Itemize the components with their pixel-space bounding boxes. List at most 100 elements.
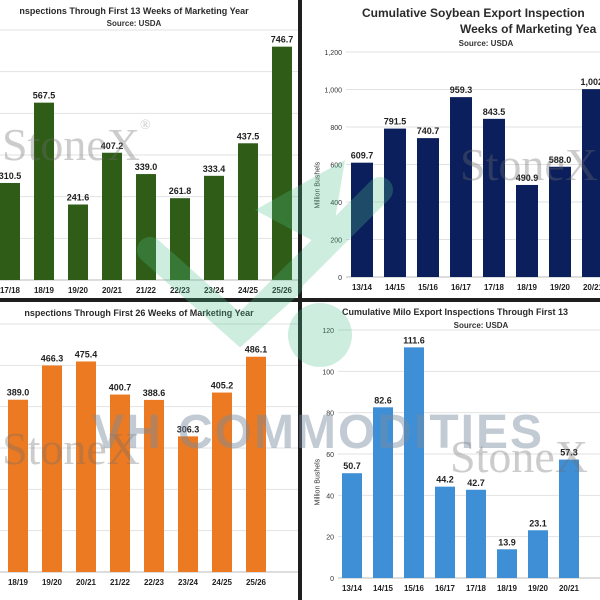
x-tick-label: 16/17	[451, 283, 472, 292]
bar	[136, 174, 156, 280]
chart-source: Source: USDA	[106, 19, 162, 28]
y-tick-label: 60	[326, 452, 334, 459]
bar	[204, 175, 224, 280]
chart-source: Source: USDA	[453, 321, 509, 330]
x-tick-label: 14/15	[385, 283, 406, 292]
data-label: 407.2	[101, 141, 124, 151]
y-tick-label: 600	[330, 163, 342, 170]
data-label: 609.7	[351, 151, 374, 161]
data-label: 57.3	[560, 448, 578, 458]
bar	[384, 128, 406, 277]
bar	[110, 394, 130, 572]
bar	[549, 166, 571, 277]
data-label: 339.0	[135, 162, 158, 172]
data-label: 400.7	[109, 383, 132, 393]
data-label: 490.9	[516, 173, 539, 183]
chart-source: Source: USDA	[458, 39, 514, 48]
x-tick-label: 17/18	[484, 283, 505, 292]
x-tick-label: 17/18	[466, 584, 487, 593]
data-label: 486.1	[245, 345, 268, 355]
data-label: 82.6	[374, 395, 392, 405]
bar-chart-orange: 389.0 18/19 466.3 19/20 475.4 20/21 400.7 21/22…	[0, 323, 298, 587]
bar	[404, 347, 424, 578]
data-label: 50.7	[343, 461, 361, 471]
data-label: 111.6	[403, 335, 425, 345]
data-label: 241.6	[67, 193, 90, 203]
bar	[272, 46, 292, 280]
y-tick-label: 1,200	[324, 50, 342, 57]
x-tick-label: 25/26	[246, 578, 267, 587]
y-tick-label: 120	[322, 328, 334, 335]
chart-panel-soybean: Cumulative Soybean Export Inspection Wee…	[302, 0, 600, 298]
x-tick-label: 14/15	[373, 584, 394, 593]
bar	[351, 162, 373, 277]
bar	[497, 549, 517, 578]
data-label: 959.3	[450, 85, 473, 95]
bar	[42, 365, 62, 572]
bar	[435, 486, 455, 578]
x-tick-label: 19/20	[528, 584, 549, 593]
x-tick-label: 18/19	[8, 578, 29, 587]
chart-panel-orange: nspections Through First 26 Weeks of Mar…	[0, 302, 298, 600]
bar	[170, 198, 190, 280]
x-tick-label: 20/21	[102, 286, 123, 295]
x-tick-label: 19/20	[68, 286, 89, 295]
y-tick-label: 80	[326, 411, 334, 418]
x-tick-label: 15/16	[404, 584, 425, 593]
bar	[178, 436, 198, 572]
x-tick-label: 13/14	[352, 283, 373, 292]
bar	[246, 356, 266, 572]
data-label: 310.5	[0, 171, 21, 181]
x-tick-label: 13/14	[342, 584, 363, 593]
bar	[34, 102, 54, 280]
bar-chart-milo: 0 20 40 60 80 100 120 50.7 13/14 82.6 14/15 111.6 15…	[322, 328, 600, 593]
x-tick-label: 23/24	[178, 578, 199, 587]
y-tick-label: 0	[330, 576, 334, 583]
bar	[373, 407, 393, 578]
x-tick-label: 25/26	[272, 286, 293, 295]
x-tick-label: 21/22	[110, 578, 131, 587]
bar	[76, 361, 96, 572]
x-tick-label: 18/19	[34, 286, 55, 295]
x-tick-label: 24/25	[238, 286, 259, 295]
x-tick-label: 22/23	[170, 286, 191, 295]
bar	[417, 138, 439, 277]
x-tick-label: 16/17	[435, 584, 456, 593]
data-label: 466.3	[41, 353, 64, 363]
data-label: 791.5	[384, 117, 407, 127]
bar	[144, 399, 164, 572]
data-label: 23.1	[529, 518, 547, 528]
data-label: 475.4	[75, 349, 98, 359]
y-tick-label: 40	[326, 493, 334, 500]
chart-title: Cumulative Milo Export Inspections Throu…	[342, 307, 569, 317]
chart-panel-milo: Cumulative Milo Export Inspections Throu…	[302, 302, 600, 600]
data-label: 261.8	[169, 186, 192, 196]
y-tick-label: 0	[338, 275, 342, 282]
data-label: 389.0	[7, 388, 30, 398]
bar	[342, 473, 362, 578]
x-tick-label: 19/20	[42, 578, 63, 587]
x-tick-label: 15/16	[418, 283, 439, 292]
data-label: 405.2	[211, 381, 234, 391]
y-tick-label: 1,000	[324, 88, 342, 95]
bar	[0, 182, 20, 280]
bar	[466, 489, 486, 578]
data-label: 746.7	[271, 35, 294, 45]
y-tick-label: 800	[330, 125, 342, 132]
data-label: 588.0	[549, 155, 572, 165]
bar	[102, 152, 122, 280]
x-tick-label: 18/19	[517, 283, 538, 292]
data-label: 388.6	[143, 388, 166, 398]
data-label: 44.2	[436, 475, 454, 485]
data-label: 1,002.	[580, 77, 600, 87]
data-label: 333.4	[203, 164, 226, 174]
bar	[238, 143, 258, 280]
bar	[450, 97, 472, 277]
x-tick-label: 20/21	[559, 584, 580, 593]
y-tick-label: 20	[326, 535, 334, 542]
bar	[68, 204, 88, 280]
bar	[212, 392, 232, 572]
x-tick-label: 23/24	[204, 286, 225, 295]
bar	[516, 184, 538, 277]
data-label: 740.7	[417, 126, 440, 136]
